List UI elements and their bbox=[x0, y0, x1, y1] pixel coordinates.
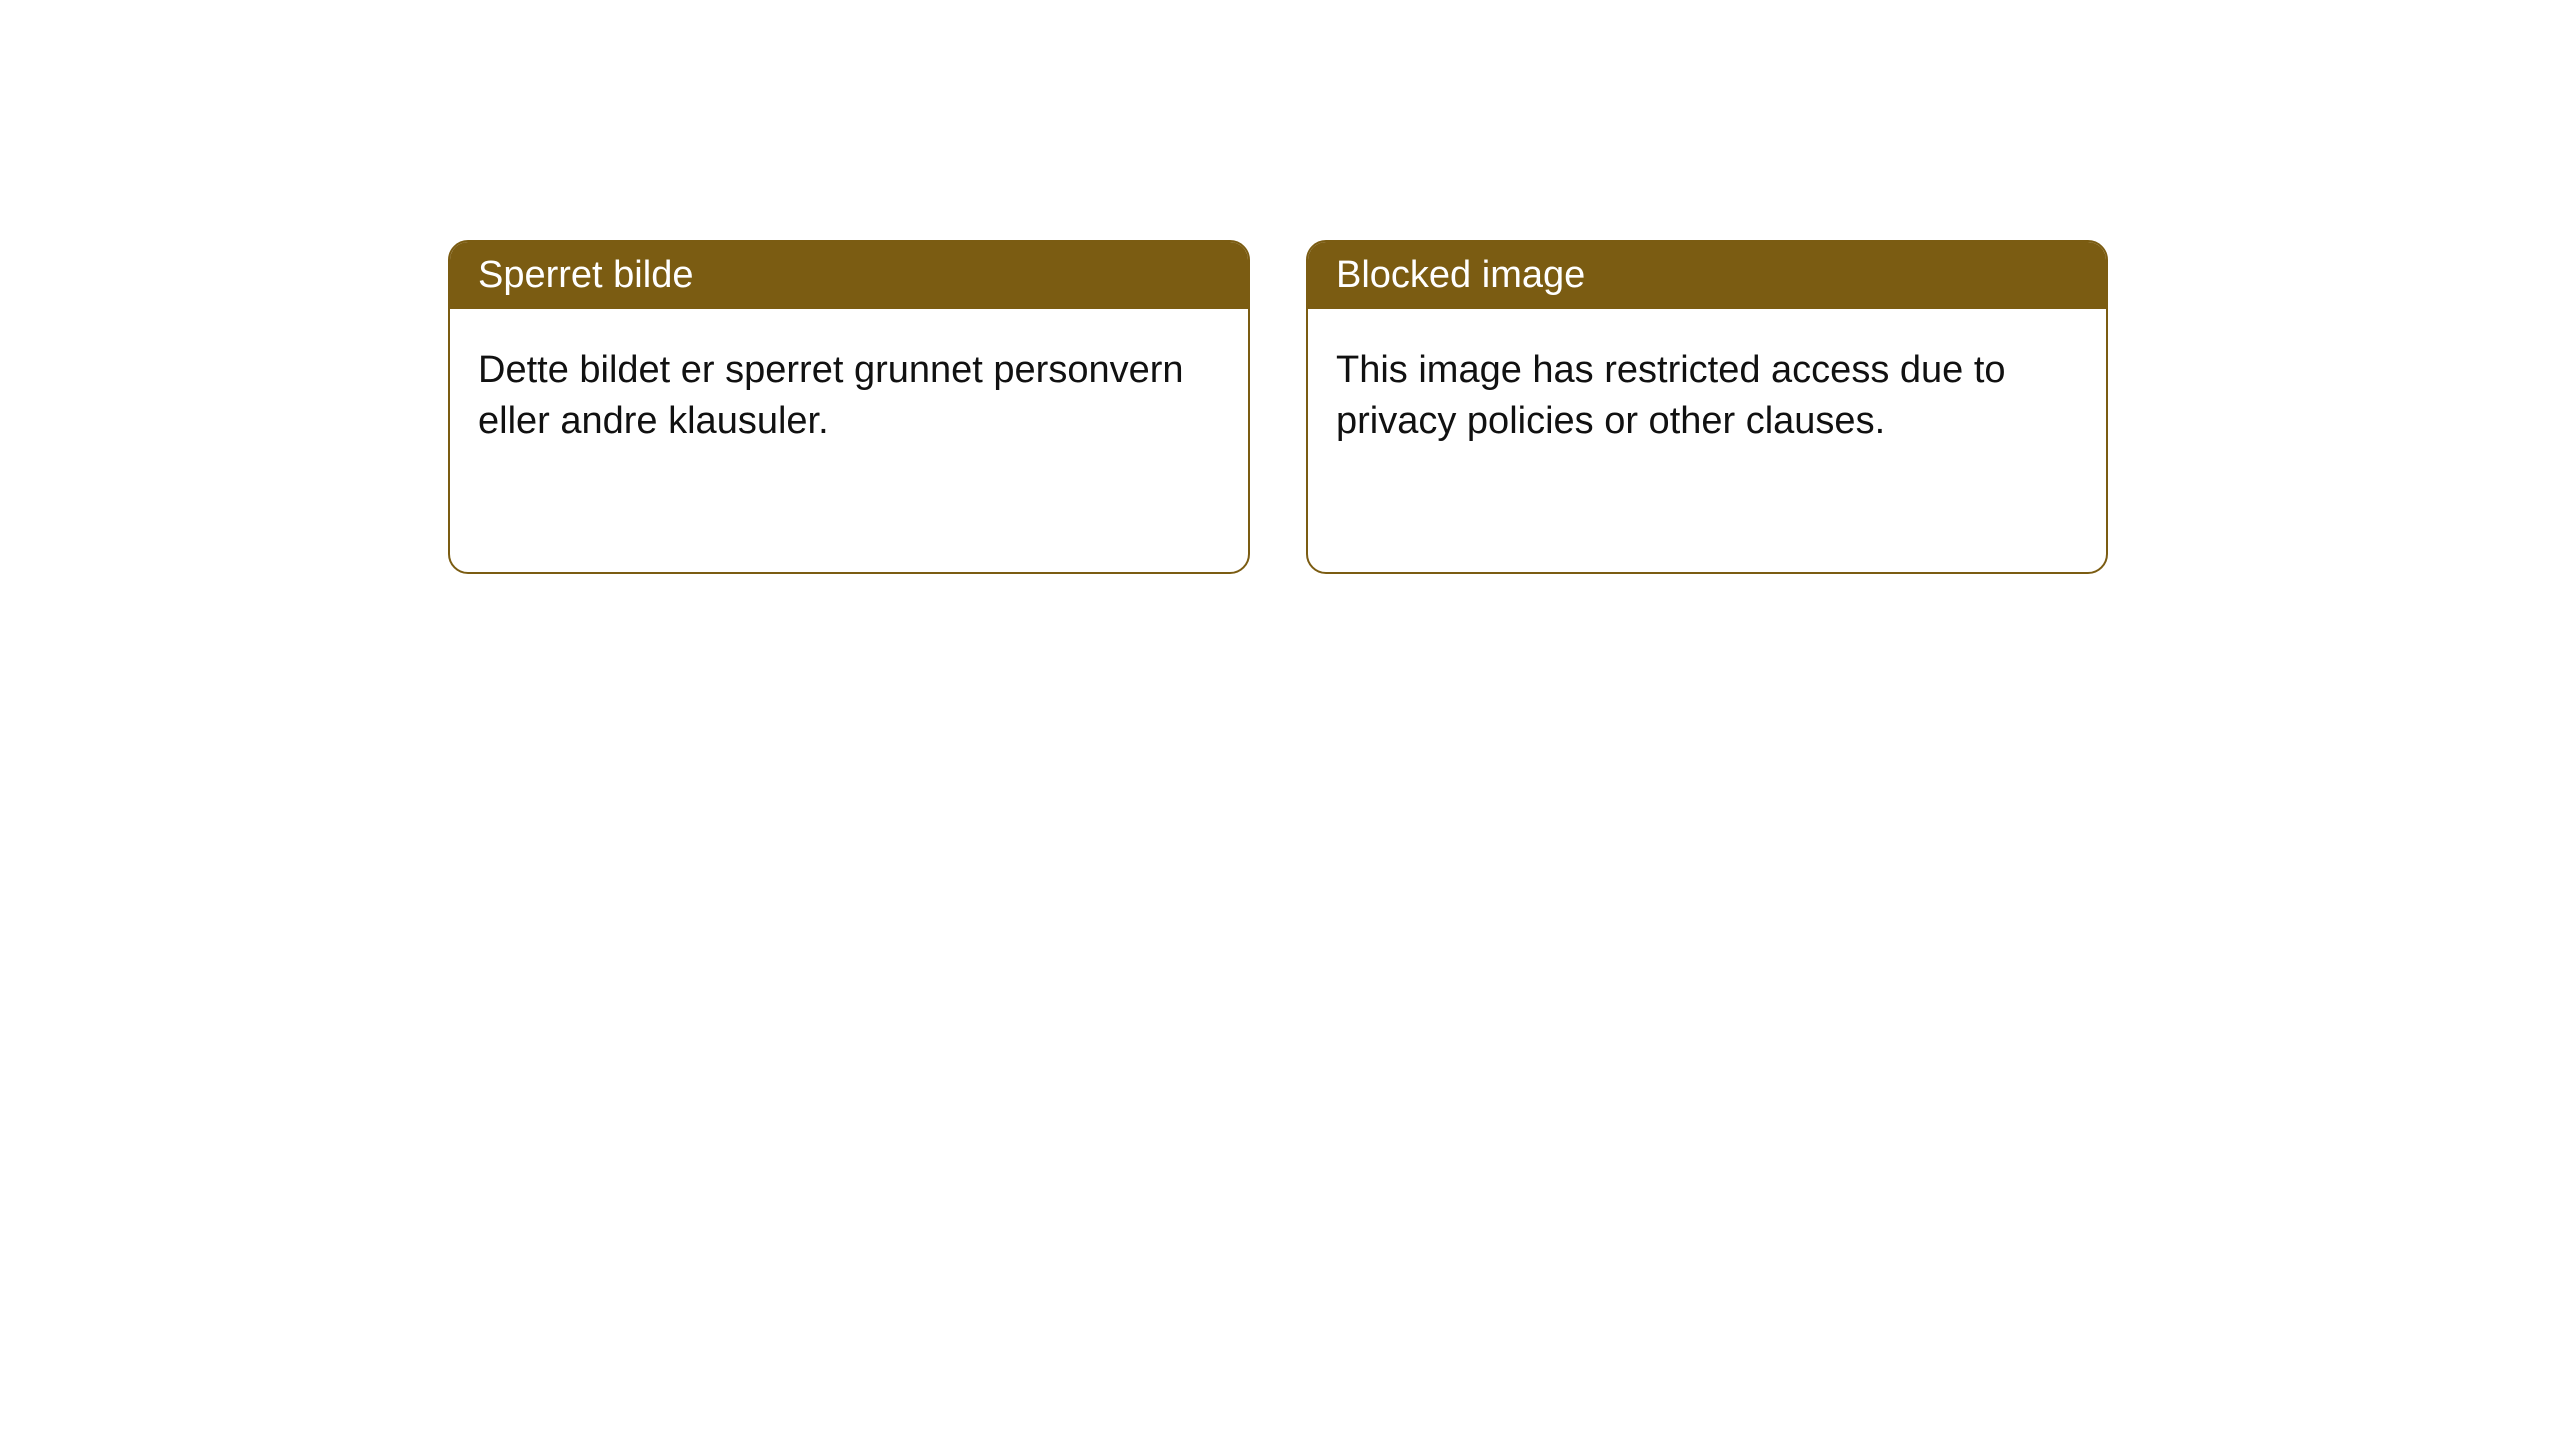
card-title: Sperret bilde bbox=[450, 242, 1248, 309]
card-english: Blocked image This image has restricted … bbox=[1306, 240, 2108, 574]
card-norwegian: Sperret bilde Dette bildet er sperret gr… bbox=[448, 240, 1250, 574]
card-body: This image has restricted access due to … bbox=[1308, 309, 2106, 484]
card-body: Dette bildet er sperret grunnet personve… bbox=[450, 309, 1248, 484]
cards-container: Sperret bilde Dette bildet er sperret gr… bbox=[0, 0, 2560, 574]
card-title: Blocked image bbox=[1308, 242, 2106, 309]
